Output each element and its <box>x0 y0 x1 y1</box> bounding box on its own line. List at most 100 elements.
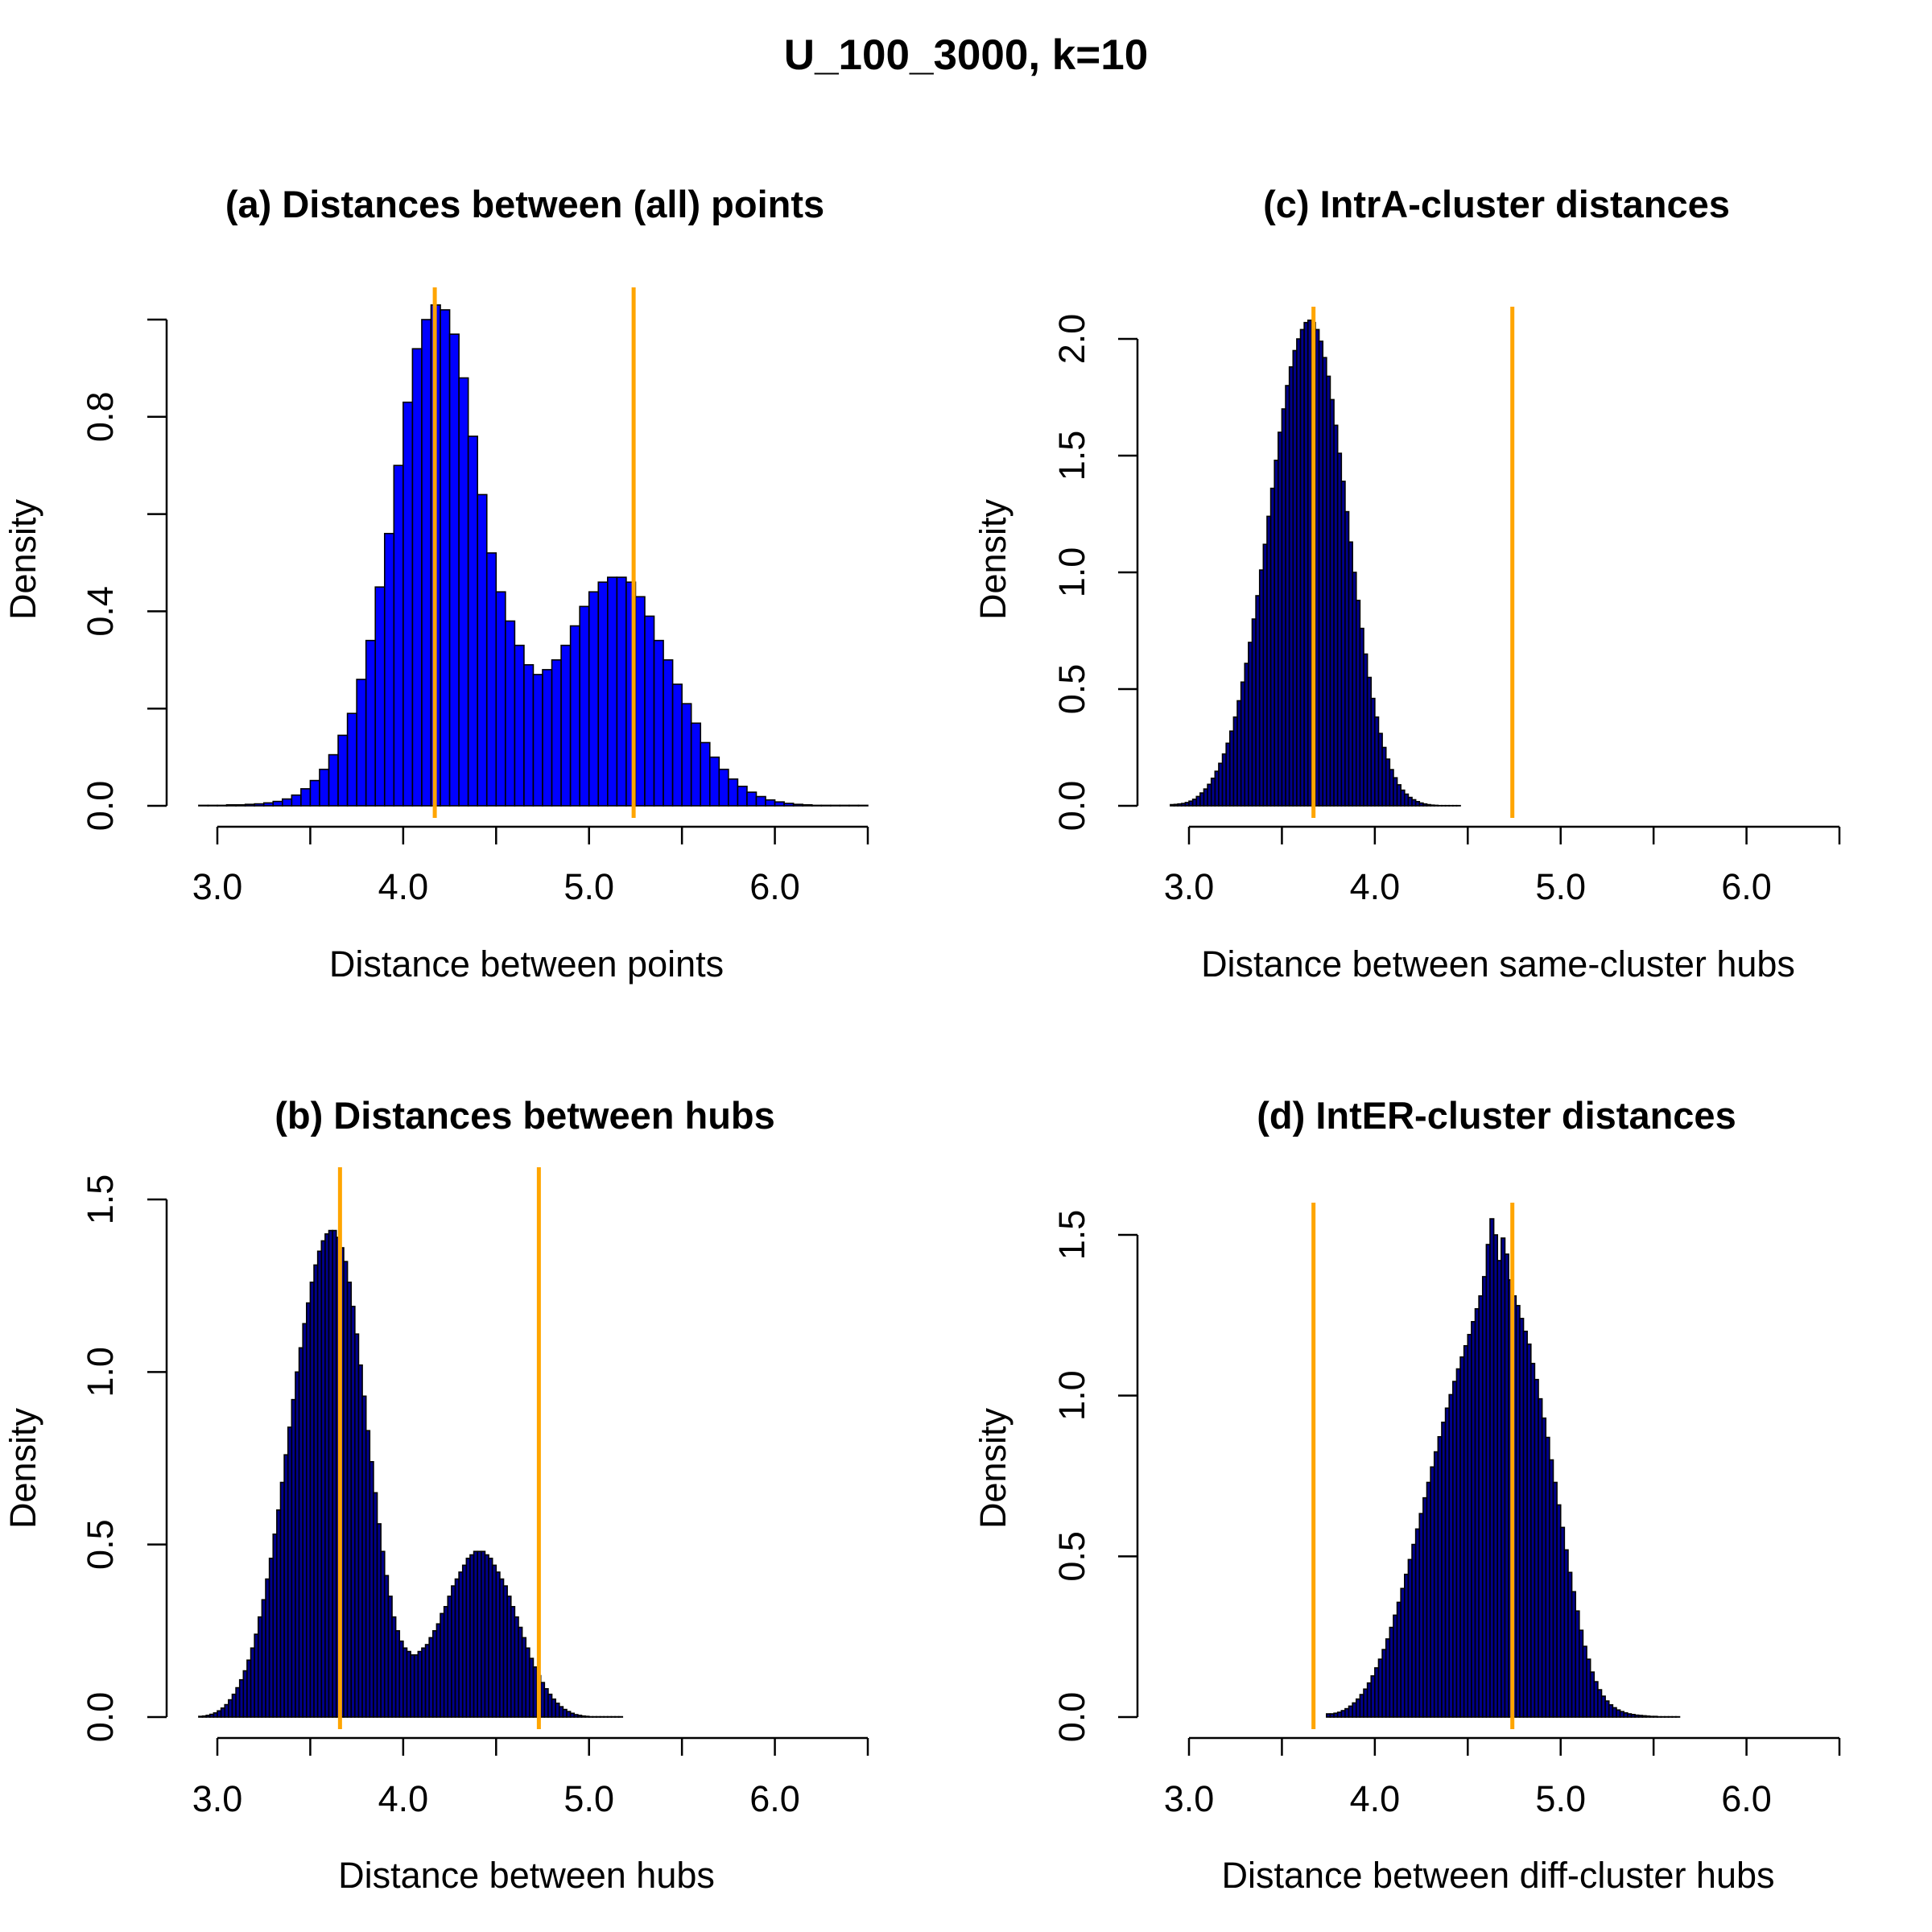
histogram-bar <box>765 799 776 807</box>
histogram-bar <box>569 625 580 807</box>
panel-title: (c) IntrA-cluster distances <box>1263 183 1730 225</box>
panel-title: (b) Distances between hubs <box>275 1094 775 1137</box>
histogram-bar <box>523 664 535 807</box>
y-axis-label: Density <box>972 498 1013 620</box>
x-tick-label: 6.0 <box>1721 1778 1772 1819</box>
histogram-bar <box>505 620 516 807</box>
histogram-bar <box>356 679 367 807</box>
x-tick-label: 4.0 <box>378 1778 429 1819</box>
histogram-bars <box>1170 319 1461 807</box>
histogram-bar <box>393 464 404 807</box>
x-axis-label: Distance between diff-cluster hubs <box>1221 1855 1774 1896</box>
x-tick-label: 3.0 <box>1164 1778 1215 1819</box>
x-axis-label: Distance between same-cluster hubs <box>1201 943 1795 985</box>
histogram-bar <box>644 615 655 807</box>
histogram-bar <box>402 401 414 807</box>
histogram-bar <box>700 741 711 807</box>
histogram-bar <box>848 804 860 807</box>
y-tick-label: 0.5 <box>1051 1531 1092 1582</box>
histogram-bar <box>811 804 823 807</box>
histogram-bar <box>774 801 785 807</box>
panel-d: (d) IntER-cluster distances 3.0 4.0 5.0 6.0 D… <box>972 1094 1841 1896</box>
x-tick-label: 6.0 <box>749 866 800 907</box>
x-tick-label: 5.0 <box>1535 866 1586 907</box>
x-tick-label: 3.0 <box>192 866 243 907</box>
histogram-bar <box>319 768 330 807</box>
histogram-bars <box>198 1229 624 1718</box>
histogram-bar <box>542 669 553 807</box>
histogram-bar <box>708 756 720 807</box>
histogram-bar <box>207 804 218 807</box>
histogram-bar <box>467 436 479 807</box>
histogram-bar <box>597 581 609 807</box>
y-tick-label: 0.0 <box>80 1692 121 1743</box>
histogram-bar <box>783 803 795 807</box>
histogram-bar <box>346 712 357 807</box>
histogram-bar <box>448 333 460 807</box>
panel-c: (c) IntrA-cluster distances 3.0 4.0 5.0 6.0 D… <box>972 183 1841 985</box>
histogram-bar <box>560 644 572 807</box>
x-tick-label: 3.0 <box>192 1778 243 1819</box>
y-tick-label: 2.0 <box>1051 314 1092 365</box>
histogram-bar <box>532 674 543 807</box>
y-axis: 0.0 0.4 0.8 <box>80 318 168 832</box>
histogram-bar <box>440 309 451 807</box>
histogram-bar <box>309 779 320 807</box>
histogram-bar <box>514 644 525 807</box>
y-tick-label: 1.0 <box>80 1347 121 1397</box>
y-axis: 0.0 0.5 1.0 1.5 2.0 <box>1051 314 1139 831</box>
histogram-bar <box>616 576 627 807</box>
panel-title: (d) IntER-cluster distances <box>1257 1094 1736 1137</box>
histogram-bar <box>746 791 758 807</box>
y-tick-label: 0.5 <box>1051 664 1092 715</box>
y-tick-label: 1.0 <box>1051 547 1092 598</box>
y-tick-label: 0.0 <box>80 781 121 832</box>
histogram-bar <box>653 639 664 807</box>
y-tick-label: 1.5 <box>1051 431 1092 481</box>
histogram-bar <box>421 319 432 807</box>
y-axis: 0.0 0.5 1.0 1.5 <box>80 1174 168 1743</box>
x-tick-label: 6.0 <box>1721 866 1772 907</box>
histogram-bar <box>671 683 683 807</box>
x-axis-label: Distance between points <box>329 943 724 985</box>
histogram-bar <box>300 788 312 807</box>
histogram-bar <box>857 804 869 807</box>
histogram-bar <box>225 803 237 807</box>
x-tick-label: 5.0 <box>564 1778 614 1819</box>
x-axis: 3.0 4.0 5.0 6.0 <box>1164 825 1841 907</box>
histogram-bar <box>254 803 265 807</box>
histogram-bar <box>374 586 386 807</box>
y-tick-label: 1.5 <box>1051 1210 1092 1261</box>
histogram-bar <box>728 778 739 807</box>
histogram-bar <box>579 605 590 807</box>
x-tick-label: 4.0 <box>1350 1778 1401 1819</box>
histogram-bar <box>485 552 497 807</box>
y-tick-label: 1.0 <box>1051 1370 1092 1421</box>
histogram-bar <box>365 639 377 807</box>
histogram-bar <box>198 804 209 807</box>
x-tick-label: 5.0 <box>564 866 614 907</box>
x-axis-label: Distance between hubs <box>338 1855 715 1896</box>
x-tick-label: 6.0 <box>749 1778 800 1819</box>
x-tick-label: 4.0 <box>378 866 429 907</box>
y-tick-label: 1.5 <box>80 1174 121 1225</box>
histogram-bar <box>839 804 850 807</box>
histogram-bar <box>495 591 506 807</box>
x-axis: 3.0 4.0 5.0 6.0 <box>192 825 869 907</box>
panel-title: (a) Distances between (all) points <box>225 183 824 225</box>
histogram-bar <box>411 348 423 807</box>
histogram-bar <box>690 722 702 807</box>
histogram-bar <box>755 795 766 807</box>
histogram-bar <box>606 576 618 807</box>
histogram-bar <box>477 493 488 807</box>
figure-title: U_100_3000, k=10 <box>784 31 1148 79</box>
histogram-bar <box>663 658 674 807</box>
y-axis-label: Density <box>972 1407 1013 1529</box>
histogram-bar <box>262 802 275 807</box>
y-tick-label: 0.4 <box>80 586 121 637</box>
histogram-bar <box>634 596 646 807</box>
histogram-bar <box>244 803 255 807</box>
panel-b: (b) Distances between hubs 3.0 4.0 5.0 6.0 Di… <box>2 1094 869 1896</box>
histogram-bar <box>272 800 283 807</box>
